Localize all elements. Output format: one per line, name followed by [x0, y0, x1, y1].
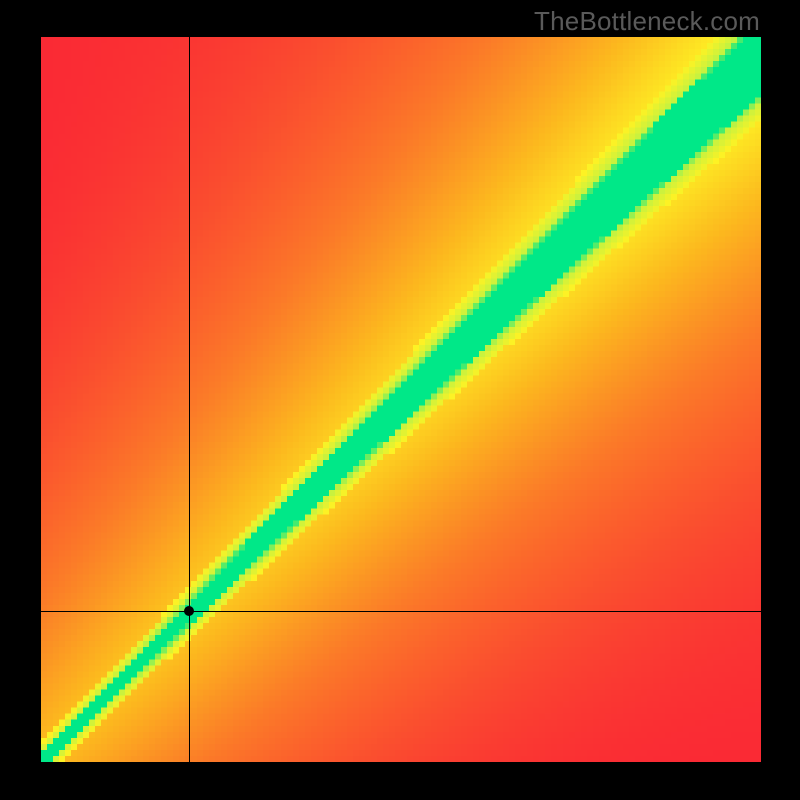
crosshair-vertical	[189, 37, 190, 762]
bottleneck-heatmap	[41, 37, 761, 762]
crosshair-horizontal	[41, 611, 761, 612]
watermark-text: TheBottleneck.com	[534, 6, 760, 37]
chart-container: { "watermark": { "text": "TheBottleneck.…	[0, 0, 800, 800]
